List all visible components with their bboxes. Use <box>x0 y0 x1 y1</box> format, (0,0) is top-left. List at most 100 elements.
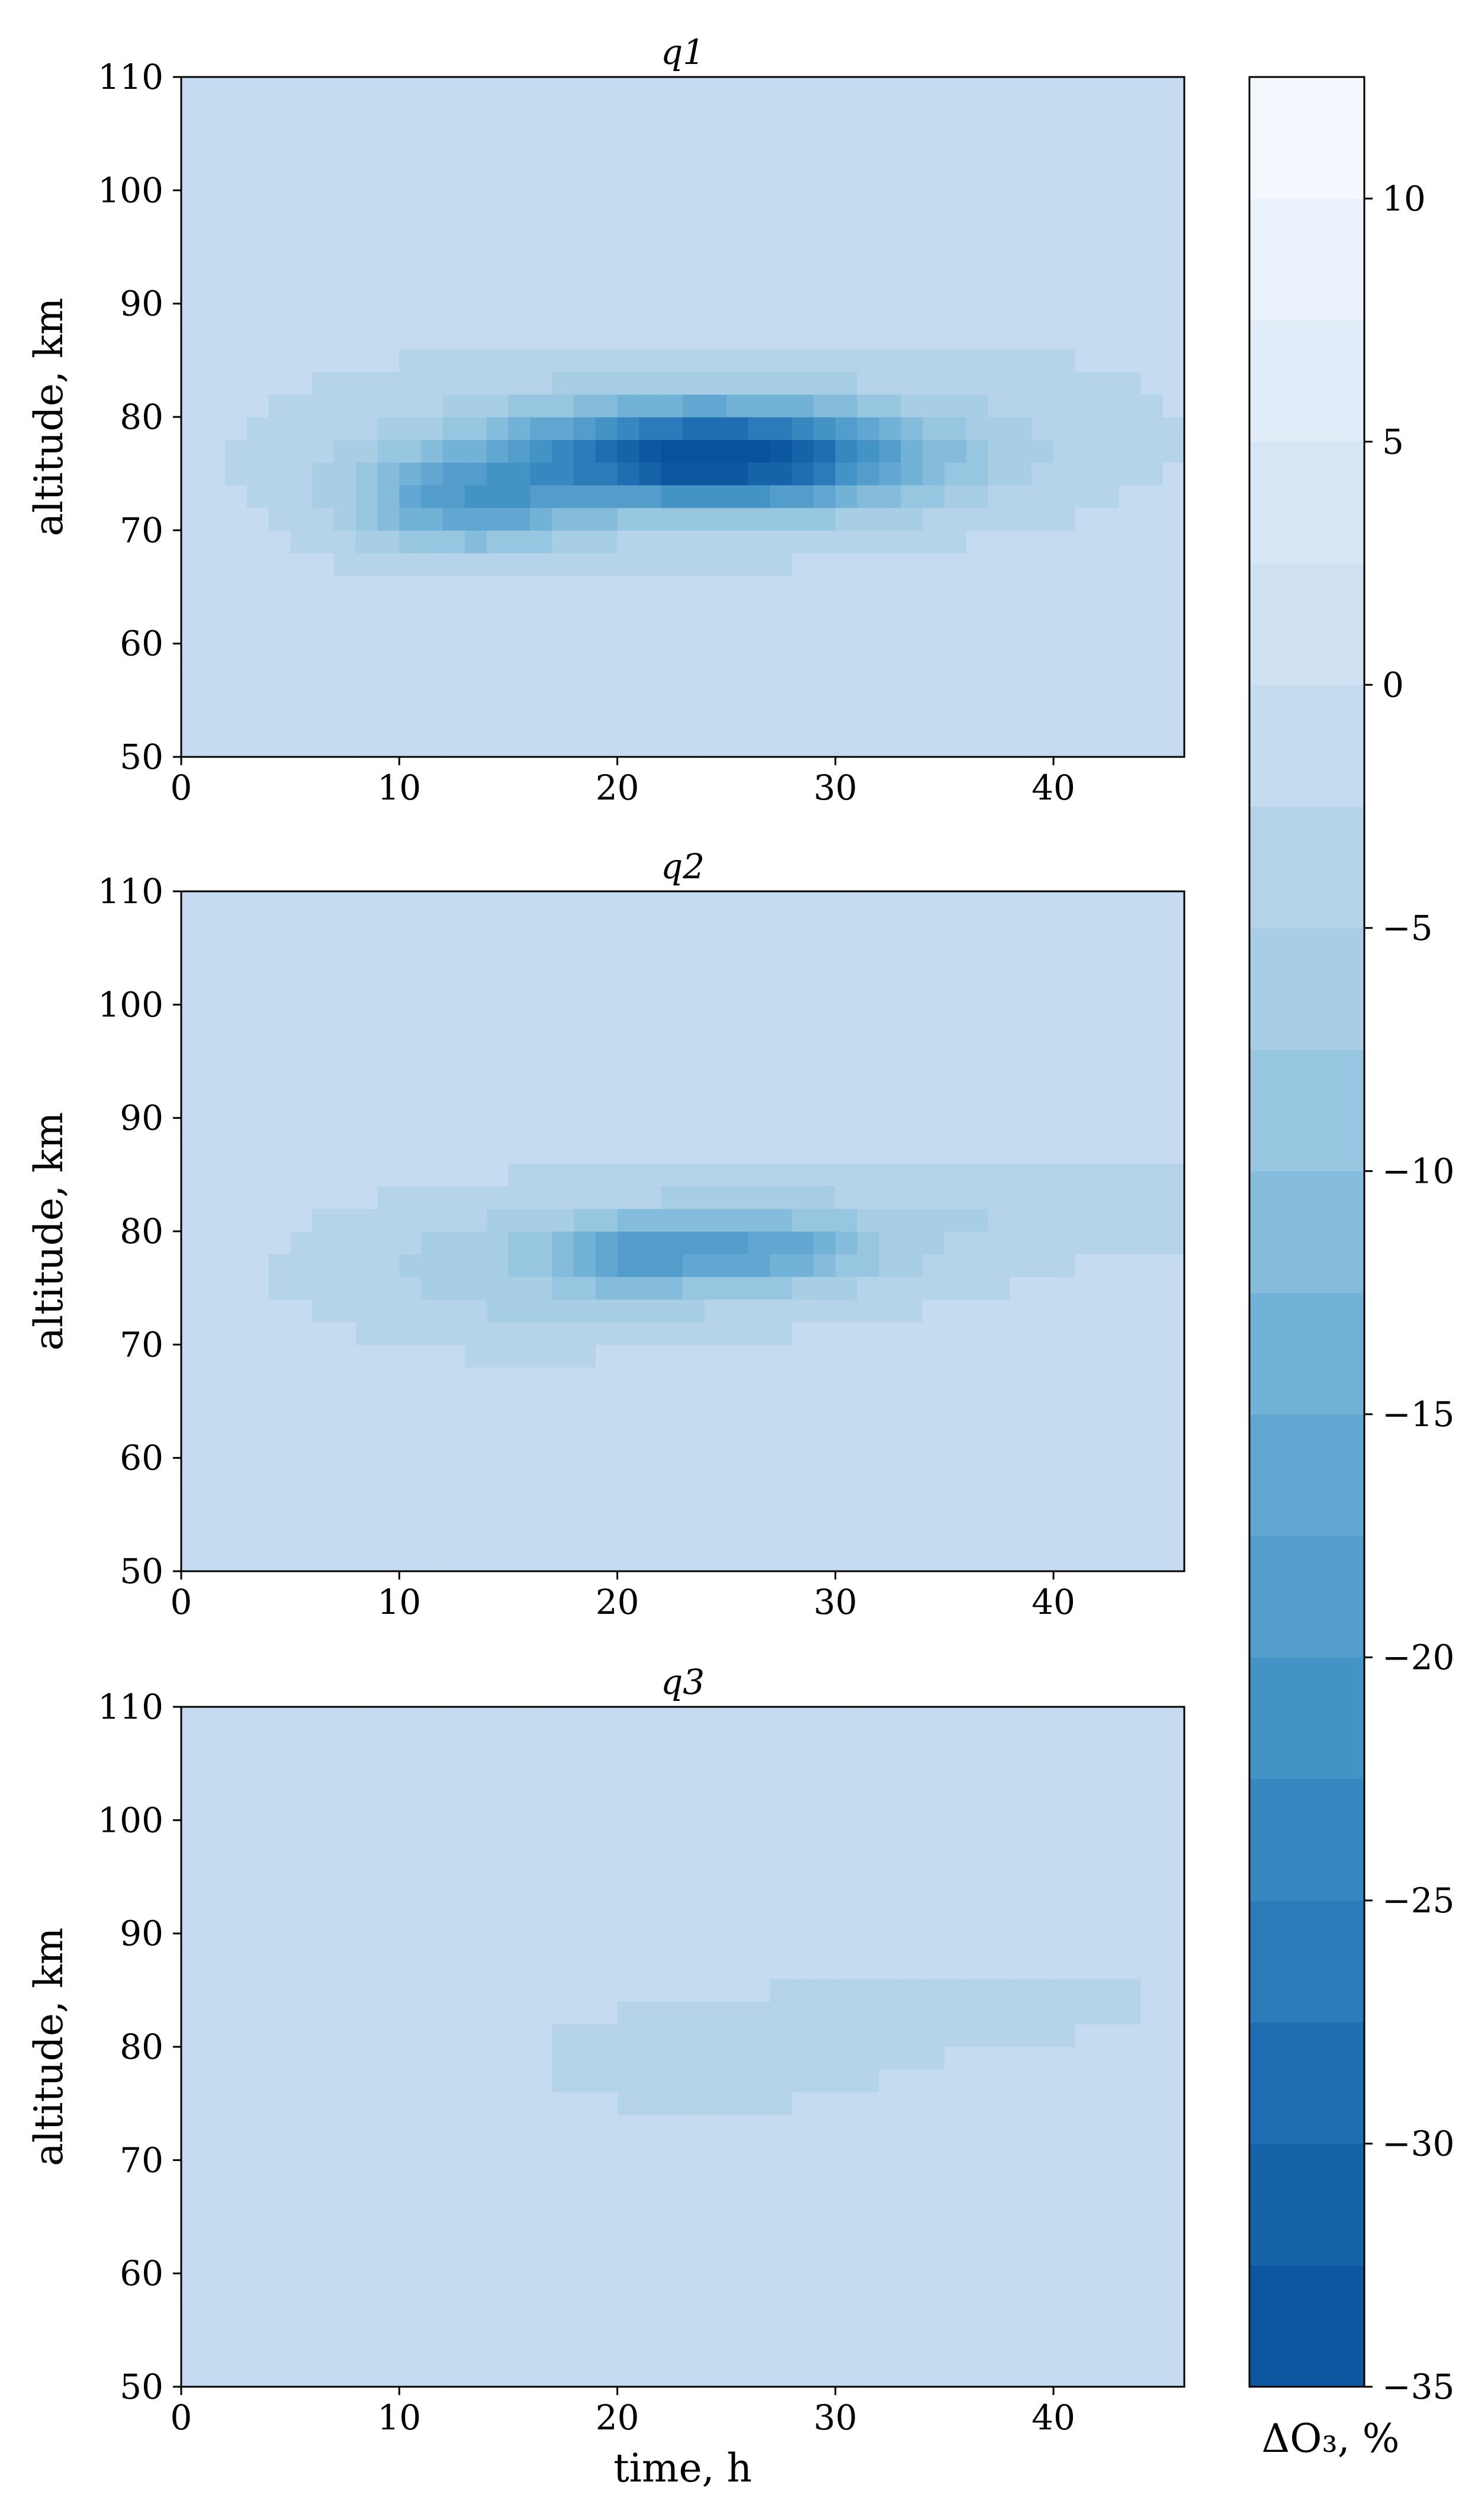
heatmap-cell <box>224 959 248 983</box>
heatmap-cell <box>1140 2364 1163 2387</box>
heatmap-cell <box>399 2182 422 2206</box>
heatmap-cell <box>268 553 291 576</box>
heatmap-cell <box>726 1231 749 1254</box>
heatmap-cell <box>879 1389 901 1413</box>
heatmap-cell <box>1140 145 1163 168</box>
heatmap-cell <box>268 1004 291 1028</box>
heatmap-cell <box>377 303 400 327</box>
heatmap-cell <box>770 371 792 395</box>
heatmap-cell <box>290 1073 313 1096</box>
heatmap-cell <box>770 1389 792 1413</box>
heatmap-cell <box>268 2114 291 2138</box>
heatmap-cell <box>268 575 291 599</box>
heatmap-cell <box>835 1004 858 1028</box>
heatmap-cell <box>333 2273 356 2297</box>
heatmap-cell <box>1053 2001 1076 2025</box>
heatmap-cell <box>770 258 792 281</box>
heatmap-cell <box>355 303 378 327</box>
heatmap-cell <box>683 2205 705 2229</box>
heatmap-cell <box>617 1049 640 1073</box>
heatmap-cell <box>1075 2364 1098 2387</box>
y-tick-label: 80 <box>120 397 163 437</box>
heatmap-cell <box>399 959 422 983</box>
heatmap-cell <box>508 2114 531 2138</box>
heatmap-cell <box>923 1049 945 1073</box>
heatmap-cell <box>1140 1027 1163 1051</box>
heatmap-cell <box>246 168 269 191</box>
heatmap-cell <box>246 2251 269 2274</box>
heatmap-cell <box>442 1344 465 1368</box>
heatmap-cell <box>203 2137 226 2161</box>
heatmap-cell <box>683 2319 705 2342</box>
heatmap-cell <box>617 1774 640 1798</box>
heatmap-cell <box>704 891 727 914</box>
heatmap-cell <box>1032 1435 1054 1459</box>
heatmap-cell <box>617 914 640 938</box>
heatmap-cell <box>224 1797 248 1821</box>
heatmap-cell <box>748 1752 770 1776</box>
heatmap-cell <box>966 914 989 938</box>
heatmap-cell <box>879 1435 901 1459</box>
heatmap-cell <box>1162 1208 1185 1232</box>
heatmap-cell <box>203 553 226 576</box>
heatmap-cell <box>1032 1276 1054 1300</box>
heatmap-cell <box>333 1299 356 1322</box>
heatmap-cell <box>813 1254 836 1277</box>
heatmap-cell <box>203 258 226 281</box>
heatmap-cell <box>770 1344 792 1368</box>
heatmap-cell <box>311 394 335 418</box>
heatmap-cell <box>311 1480 335 1504</box>
heatmap-cell <box>377 1503 400 1527</box>
heatmap-cell <box>617 2160 640 2184</box>
heatmap-cell <box>421 553 444 576</box>
heatmap-cell <box>1010 1820 1032 1844</box>
heatmap-cell <box>792 1004 814 1028</box>
heatmap-cell <box>399 689 422 712</box>
heatmap-cell <box>268 982 291 1005</box>
heatmap-cell <box>530 1435 552 1459</box>
heatmap-cell <box>617 1389 640 1413</box>
heatmap-cell <box>573 168 596 191</box>
heatmap-cell <box>748 77 770 100</box>
heatmap-cell <box>901 2273 923 2297</box>
heatmap-cell <box>857 2251 880 2274</box>
heatmap-cell <box>1162 2319 1185 2342</box>
heatmap-cell <box>1010 1752 1032 1776</box>
heatmap-cell <box>399 2069 422 2093</box>
heatmap-cell <box>464 168 487 191</box>
heatmap-cell <box>901 2092 923 2115</box>
heatmap-cell <box>944 621 967 644</box>
heatmap-cell <box>726 1186 749 1209</box>
heatmap-cell <box>1053 508 1076 531</box>
heatmap-cell <box>704 914 727 938</box>
heatmap-cell <box>944 1095 967 1119</box>
heatmap-cell <box>966 1413 989 1436</box>
heatmap-cell <box>966 349 989 373</box>
heatmap-cell <box>530 1163 552 1187</box>
heatmap-cell <box>792 1344 814 1368</box>
heatmap-cell <box>268 689 291 712</box>
heatmap-cell <box>464 711 487 735</box>
heatmap-cell <box>311 2364 335 2387</box>
heatmap-cell <box>181 439 204 463</box>
heatmap-cell <box>442 1118 465 1141</box>
heatmap-cell <box>857 1774 880 1798</box>
heatmap-cell <box>1162 689 1185 712</box>
heatmap-cell <box>1010 2137 1032 2161</box>
x-tick-label: 10 <box>377 768 421 808</box>
heatmap-cell <box>1053 1956 1076 1979</box>
heatmap-cell <box>595 508 618 531</box>
heatmap-cell <box>181 168 204 191</box>
heatmap-cell <box>464 598 487 621</box>
heatmap-cell <box>464 1163 487 1187</box>
y-axis-label: altitude, km <box>26 1928 72 2166</box>
heatmap-cell <box>552 1729 574 1753</box>
heatmap-cell <box>748 891 770 914</box>
heatmap-cell <box>944 1820 967 1844</box>
heatmap-cell <box>486 484 509 508</box>
heatmap-cell <box>792 394 814 418</box>
heatmap-cell <box>792 122 814 146</box>
heatmap-cell <box>311 1458 335 1481</box>
heatmap-cell <box>966 1503 989 1527</box>
heatmap-cell <box>573 2092 596 2115</box>
